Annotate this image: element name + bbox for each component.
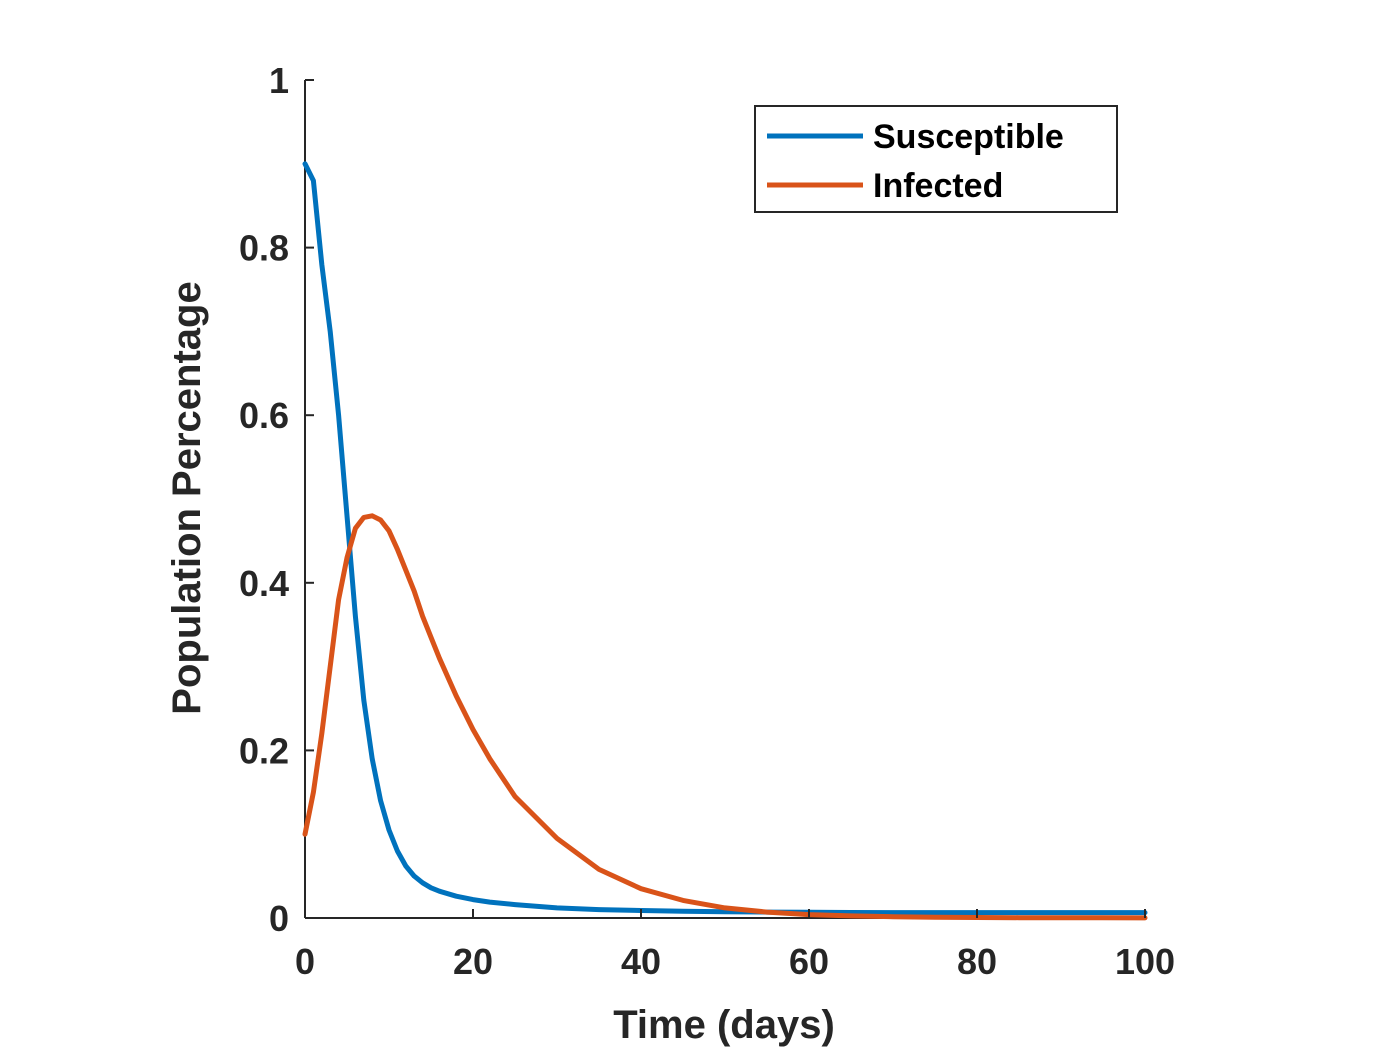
y-axis-label: Population Percentage: [165, 281, 209, 714]
legend: Susceptible Infected: [754, 105, 1118, 213]
x-tick-label: 0: [295, 941, 315, 982]
y-tick-label: 0.4: [239, 563, 289, 604]
x-axis-label: Time (days): [613, 1003, 835, 1047]
y-tick-label: 0: [269, 898, 289, 939]
tick-layer: 0 20 40 60 80 100 0 0.2 0.4 0.6 0.8 1: [239, 60, 1175, 982]
y-tick-label: 0.6: [239, 395, 289, 436]
series-layer: [302, 161, 1148, 921]
x-tick-label: 100: [1115, 941, 1175, 982]
x-tick-label: 80: [957, 941, 997, 982]
series-line-susceptible: [302, 161, 1148, 916]
x-tick-label: 60: [789, 941, 829, 982]
y-tick-label: 0.8: [239, 228, 289, 269]
legend-box: [754, 105, 1118, 213]
legend-label-susceptible: Susceptible: [873, 118, 1064, 156]
legend-label-infected: Infected: [873, 167, 1003, 205]
x-tick-label: 40: [621, 941, 661, 982]
series-line-infected: [302, 513, 1148, 921]
x-tick-label: 20: [453, 941, 493, 982]
y-tick-label: 1: [269, 60, 289, 101]
y-tick-label: 0.2: [239, 730, 289, 771]
